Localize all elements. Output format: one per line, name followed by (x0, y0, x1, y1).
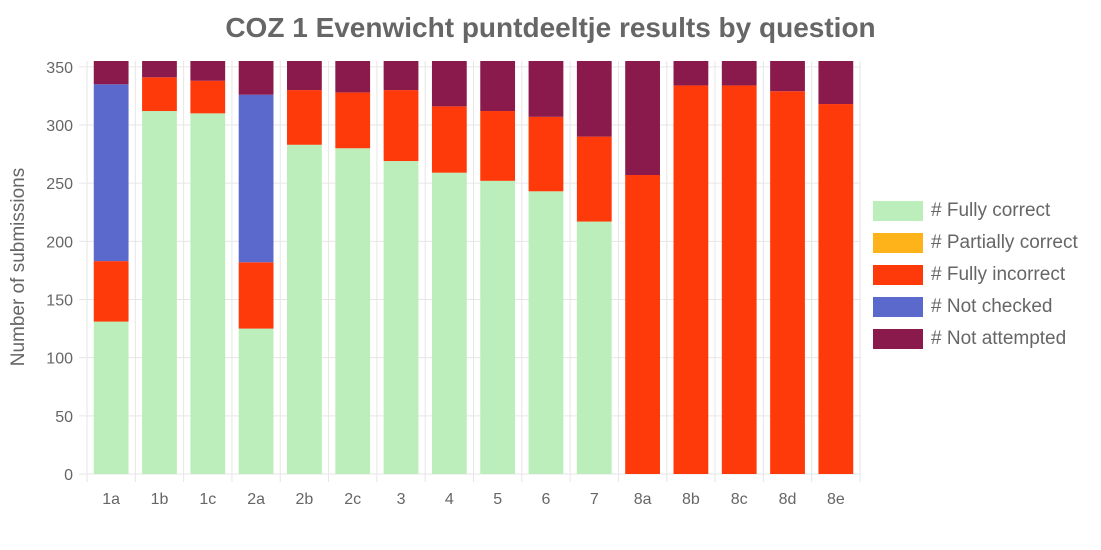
bar-segment-8c-series-2 (721, 85, 757, 475)
bar-segment-8b-series-4 (673, 61, 709, 86)
bars (93, 61, 854, 475)
bar-segment-7-series-2 (576, 136, 612, 222)
bar-segment-8e-series-4 (818, 61, 854, 105)
bar-segment-1b-series-2 (142, 77, 177, 112)
bar-segment-8e-series-2 (818, 104, 854, 474)
bar-segment-5-series-2 (480, 111, 516, 181)
y-tick-label: 0 (64, 467, 73, 484)
legend-item[interactable]: # Fully correct (873, 195, 1078, 227)
bar-segment-2c-series-2 (335, 92, 371, 149)
x-tick-label: 4 (445, 491, 454, 508)
x-tick-label: 8a (634, 491, 652, 508)
bar-segment-8b-series-2 (673, 85, 709, 475)
bar-segment-1a-series-4 (93, 61, 129, 85)
y-tick-label: 350 (46, 60, 73, 77)
legend-swatch (873, 265, 923, 285)
y-tick-label: 250 (46, 176, 73, 193)
legend-label: # Fully incorrect (931, 264, 1066, 285)
legend-label: # Not checked (931, 296, 1053, 317)
bar-segment-2c-series-4 (335, 61, 371, 93)
x-tick-label: 7 (590, 491, 599, 508)
y-tick-label: 50 (55, 409, 73, 426)
legend-label: # Fully correct (931, 200, 1051, 221)
bar-segment-2a-series-2 (238, 262, 274, 329)
bar-segment-1b-series-4 (142, 61, 177, 78)
legend-label: # Not attempted (931, 328, 1067, 349)
x-tick-label: 8b (682, 491, 700, 508)
bar-segment-5-series-0 (480, 180, 516, 474)
x-tick-label: 1c (199, 491, 216, 508)
bar-segment-7-series-0 (576, 221, 612, 474)
bar-segment-1a-series-0 (93, 321, 129, 474)
bar-segment-6-series-2 (528, 116, 564, 192)
x-tick-label: 1b (151, 491, 169, 508)
legend-label: # Partially correct (931, 232, 1078, 253)
bar-segment-2b-series-4 (287, 61, 322, 91)
x-tick-label: 8d (779, 491, 797, 508)
bar-segment-7-series-4 (576, 61, 612, 137)
legend-swatch (873, 233, 923, 253)
legend-swatch (873, 297, 923, 317)
legend-swatch (873, 201, 923, 221)
bar-segment-8a-series-2 (625, 175, 660, 474)
bar-segment-1a-series-3 (93, 84, 129, 262)
bar-segment-4-series-0 (431, 172, 467, 474)
bar-segment-3-series-4 (383, 61, 419, 91)
bar-segment-5-series-4 (480, 61, 516, 112)
bar-segment-1a-series-2 (93, 261, 129, 322)
legend-item[interactable]: # Not checked (873, 291, 1078, 323)
x-tick-label: 2a (247, 491, 265, 508)
x-tick-label: 3 (397, 491, 406, 508)
bar-segment-4-series-4 (431, 61, 467, 107)
bar-segment-8d-series-2 (770, 91, 805, 474)
y-tick-label: 200 (46, 234, 73, 251)
x-tick-label: 5 (493, 491, 502, 508)
bar-segment-8d-series-4 (770, 61, 805, 92)
bar-segment-6-series-4 (528, 61, 564, 117)
x-tick-label: 2c (344, 491, 361, 508)
bar-segment-1c-series-4 (190, 61, 226, 81)
bar-segment-2a-series-0 (238, 328, 274, 474)
bar-segment-2b-series-0 (287, 144, 322, 475)
bar-segment-2b-series-2 (287, 90, 322, 145)
y-axis-title: Number of submissions (8, 168, 29, 367)
bar-segment-2a-series-4 (238, 61, 274, 95)
bar-segment-1c-series-2 (190, 80, 226, 114)
y-tick-label: 100 (46, 351, 73, 368)
legend-swatch (873, 329, 923, 349)
bar-segment-3-series-0 (383, 161, 419, 474)
bar-segment-2a-series-3 (238, 94, 274, 263)
bar-segment-2c-series-0 (335, 148, 371, 474)
bar-segment-6-series-0 (528, 191, 564, 474)
bar-segment-1b-series-0 (142, 111, 177, 474)
bar-segment-8c-series-4 (721, 61, 757, 86)
x-tick-label: 8c (731, 491, 748, 508)
legend: # Fully correct # Partially correct # Full… (873, 195, 1078, 355)
x-tick-label: 6 (542, 491, 551, 508)
legend-item[interactable]: # Not attempted (873, 323, 1078, 355)
bar-segment-1c-series-0 (190, 113, 226, 474)
y-tick-label: 150 (46, 292, 73, 309)
y-tick-label: 300 (46, 118, 73, 135)
bar-segment-4-series-2 (431, 106, 467, 173)
x-tick-label: 8e (827, 491, 845, 508)
bar-segment-3-series-2 (383, 90, 419, 162)
chart-title: COZ 1 Evenwicht puntdeeltje results by q… (225, 12, 876, 43)
legend-item[interactable]: # Fully incorrect (873, 259, 1078, 291)
bar-segment-8a-series-4 (625, 61, 660, 176)
axes: 0 50 100 150 200 250 300 350 1a 1b 1c 2a 2b 2c 3 4 5 6 7 8a… (46, 60, 845, 508)
legend-item[interactable]: # Partially correct (873, 227, 1078, 259)
x-tick-label: 2b (296, 491, 314, 508)
x-tick-label: 1a (102, 491, 120, 508)
